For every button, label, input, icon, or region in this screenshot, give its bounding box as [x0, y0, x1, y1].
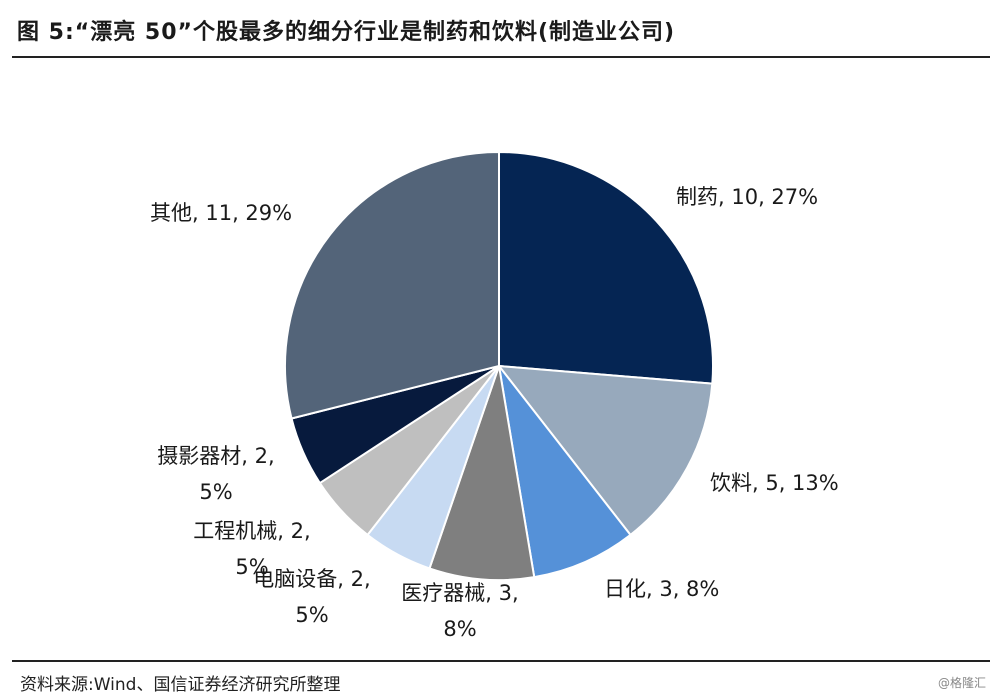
slice-label-4: 医疗器械, 3, 8% [401, 581, 518, 641]
title-bar: 图 5:“漂亮 50”个股最多的细分行业是制药和饮料(制造业公司) [0, 0, 1000, 56]
pie-slice-2 [496, 364, 714, 537]
slice-label-7: 摄影器材, 2, 5% [157, 444, 274, 504]
chart-title: 图 5:“漂亮 50”个股最多的细分行业是制药和饮料(制造业公司) [17, 20, 676, 45]
pie-slice-4 [428, 365, 536, 581]
watermark: @格隆汇 [937, 676, 986, 690]
pie-slice-1 [498, 150, 714, 385]
source-note: 资料来源:Wind、国信证券经济研究所整理 [20, 675, 341, 695]
slices-layer [284, 150, 714, 581]
slice-label-1: 制药, 10, 27% [676, 185, 818, 209]
footer-divider [12, 660, 990, 662]
slice-label-2: 饮料, 5, 13% [710, 471, 839, 495]
pie-chart: 制药, 10, 27% 饮料, 5, 13% 日化, 3, 8% 医疗器械, 3, 8%… [150, 150, 839, 641]
labels-layer: 制药, 10, 27% 饮料, 5, 13% 日化, 3, 8% 医疗器械, 3, 8%… [150, 185, 839, 641]
chart-area: 制药, 10, 27% 饮料, 5, 13% 日化, 3, 8% 医疗器械, 3, 8%… [0, 58, 1000, 662]
slice-label-6: 工程机械, 2, 5% [193, 519, 310, 579]
slice-label-8: 其他, 11, 29% [150, 201, 292, 225]
pie-slice-8 [284, 150, 500, 420]
pie-slice-3 [498, 365, 632, 579]
slice-label-5: 电脑设备, 2, 5% [253, 567, 370, 627]
title-divider [12, 56, 990, 58]
slice-label-3: 日化, 3, 8% [604, 577, 719, 601]
